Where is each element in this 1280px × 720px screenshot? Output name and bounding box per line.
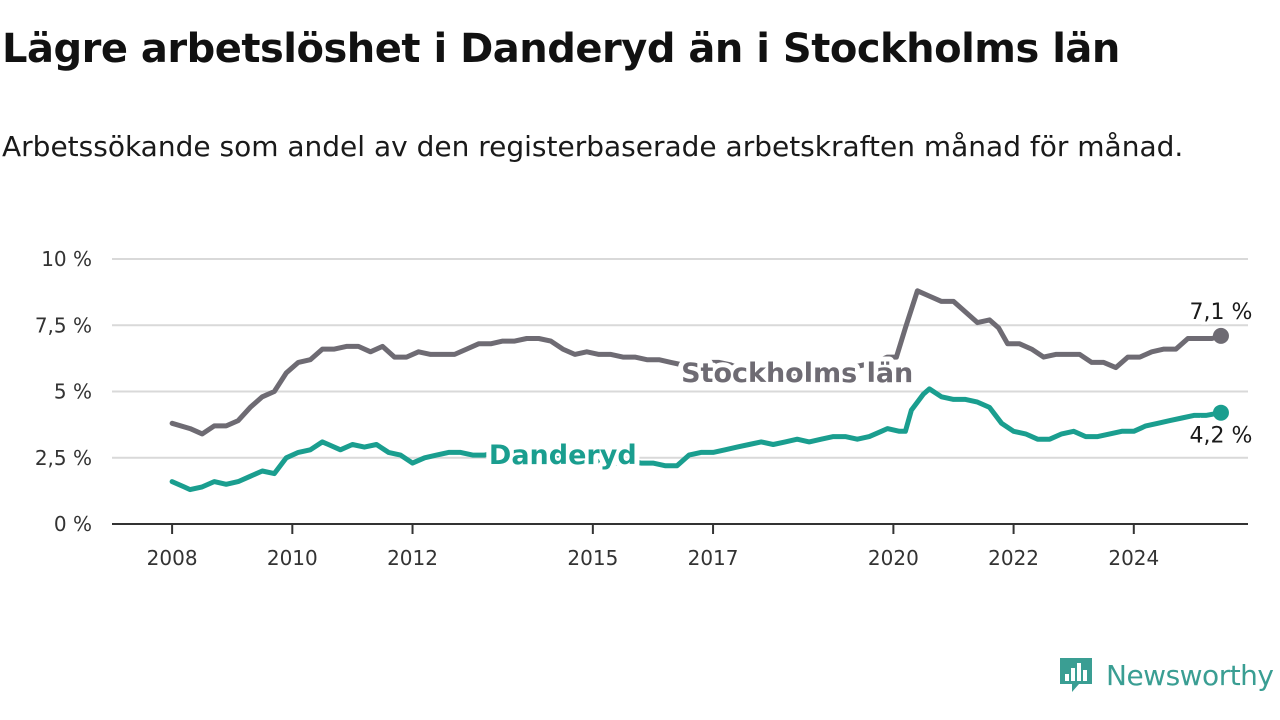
x-tick-label: 2020 [868,546,919,570]
chart-subtitle: Arbetssökande som andel av den registerb… [2,130,1184,163]
y-tick-label: 10 % [41,247,92,271]
series-line-1 [169,386,1224,493]
x-tick-label: 2015 [567,546,618,570]
series-line-0 [169,288,1224,437]
newsworthy-brand: Newsworthy [1058,655,1274,695]
x-tick-label: 2012 [387,546,438,570]
y-tick-label: 2,5 % [35,446,92,470]
newsworthy-logo-icon [1060,658,1092,692]
series-name-label-0: Stockholms län [681,358,913,389]
x-tick-label: 2017 [688,546,739,570]
series-end-point-0 [1212,327,1229,344]
x-tick-label: 2010 [267,546,318,570]
series-labels: Stockholms län 7,1 % Danderyd 4,2 % [484,297,1255,476]
series-end-value-label-1: 4,2 % [1190,424,1253,449]
series-name-label-1: Danderyd [489,440,637,471]
chart-title: Lägre arbetslöshet i Danderyd än i Stock… [2,26,1120,72]
x-tick-label: 2024 [1108,546,1159,570]
x-axis-ticks: 2008 2010 2012 2015 2017 2020 2022 2024 [147,524,1159,570]
series-end-point-1 [1212,404,1229,421]
brand-name: Newsworthy [1106,658,1274,692]
y-tick-label: 0 % [54,512,92,536]
y-tick-label: 5 % [54,380,92,404]
series-lines [169,288,1229,493]
y-tick-label: 7,5 % [35,313,92,337]
series-end-value-label-0: 7,1 % [1190,300,1253,325]
x-tick-label: 2022 [988,546,1039,570]
x-tick-label: 2008 [147,546,198,570]
y-axis-ticks: 0 % 2,5 % 5 % 7,5 % 10 % [35,247,92,536]
y-gridlines [112,258,1248,459]
